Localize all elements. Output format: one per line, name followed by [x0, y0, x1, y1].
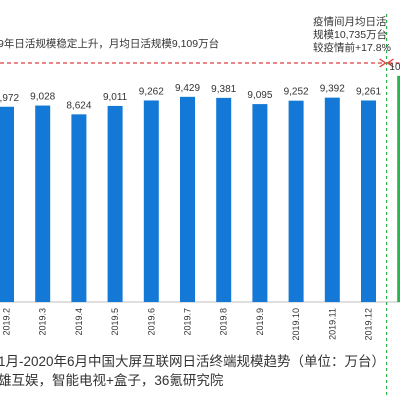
value-label-2020.1: 10,395	[389, 62, 400, 73]
bar-2019.2	[0, 106, 14, 302]
annotation-covid-line-3: 较疫情前+17.8%	[313, 42, 391, 54]
bar-2019.7	[180, 96, 195, 303]
chart-bars	[0, 75, 400, 303]
bar-2019.5	[107, 105, 123, 302]
value-label-2019.12: 9,261	[356, 86, 381, 97]
value-label-2019.11: 9,392	[320, 84, 345, 95]
value-label-2019.6: 9,262	[139, 86, 164, 97]
tick-label-2019.12: 2019.12	[364, 308, 374, 341]
annotation-covid-line-1: 疫情间月均日活	[313, 16, 387, 28]
tick-label-2019.6: 2019.6	[146, 308, 156, 336]
tick-label-2019.5: 2019.5	[110, 308, 120, 336]
bar-2019.12	[361, 100, 376, 302]
tick-label-2019.2: 2019.2	[2, 308, 12, 336]
annotation-pre-covid: 9年日活规模稳定上升，月均日活规模9,109万台	[0, 38, 220, 50]
bar-2019.10	[288, 100, 304, 302]
bar-2019.6	[143, 100, 159, 302]
annotation-covid: 疫情间月均日活 规模10,735万台 较疫情前+17.8%	[313, 16, 391, 55]
value-label-2019.3: 9,028	[30, 92, 55, 103]
bar-2019.4	[71, 114, 87, 302]
covid-span-arrow-left	[386, 58, 394, 68]
caption-title: 1月-2020年6月中国大屏互联网日活终端规模趋势（单位：万台）	[0, 354, 386, 369]
bar-2020.1	[397, 75, 400, 302]
chart-guides	[0, 14, 400, 395]
annotation-covid-line-2: 规模10,735万台	[313, 29, 388, 41]
value-label-2019.5: 9,011	[103, 92, 128, 103]
pre-covid-span-arrow	[379, 58, 387, 68]
bar-2019.9	[252, 104, 268, 302]
tick-label-2019.9: 2019.9	[255, 308, 265, 336]
tick-label-2019.8: 2019.8	[219, 308, 229, 336]
value-label-2019.2: 8,972	[0, 93, 19, 104]
tick-label-2019.4: 2019.4	[74, 308, 84, 336]
value-label-2019.10: 9,252	[284, 87, 309, 98]
value-label-2019.8: 9,381	[211, 84, 236, 95]
bar-2019.3	[35, 105, 51, 302]
value-label-2019.4: 8,624	[66, 100, 91, 111]
tick-label-2019.3: 2019.3	[38, 308, 48, 336]
chart-tick-labels: 2019.2 2019.3 2019.4 2019.5 2019.6 2019.7 2019…	[2, 308, 400, 341]
bar-2019.11	[324, 97, 340, 302]
bar-2019.8	[216, 97, 232, 302]
chart-value-labels: 8,972 9,028 8,624 9,011 9,262 9,429 9,381 9,095…	[0, 62, 400, 112]
tick-label-2019.10: 2019.10	[291, 308, 301, 341]
value-label-2019.9: 9,095	[247, 90, 272, 101]
caption-source: 雄互娱，智能电视+盒子，36氪研究院	[0, 373, 224, 388]
value-label-2019.7: 9,429	[175, 83, 200, 94]
tick-label-2019.11: 2019.11	[327, 308, 337, 340]
tick-label-2019.7: 2019.7	[183, 308, 193, 336]
